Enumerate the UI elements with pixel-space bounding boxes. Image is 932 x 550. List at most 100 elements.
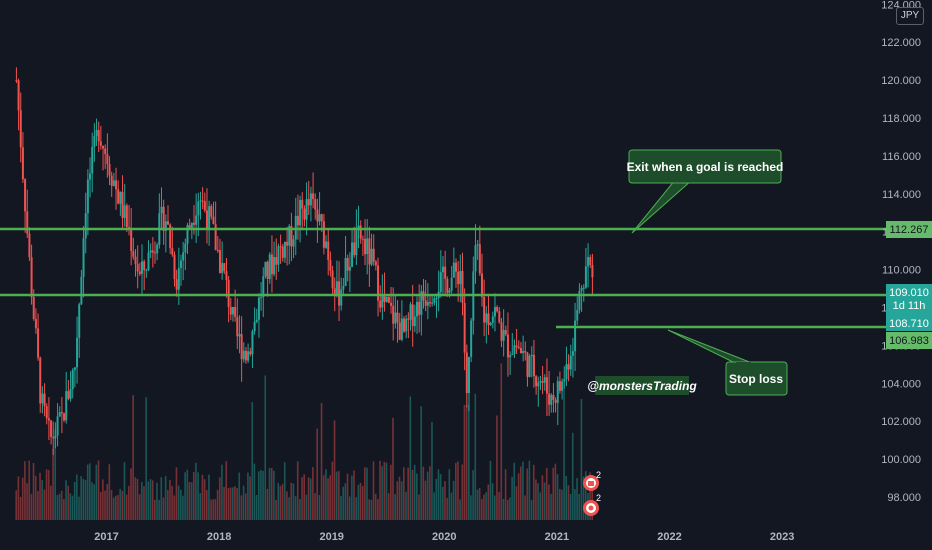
- candle-body: [550, 394, 553, 405]
- candle-body: [177, 268, 180, 290]
- candle-body: [47, 418, 50, 421]
- volume-bar: [569, 494, 572, 520]
- volume-bar: [128, 485, 130, 520]
- candle-body: [286, 241, 289, 246]
- candle-body: [166, 221, 169, 225]
- price-tick-label: 110.000: [882, 265, 921, 277]
- volume-bar: [104, 490, 106, 520]
- candle-body: [530, 354, 533, 357]
- candle-body: [115, 180, 118, 190]
- volume-bar: [539, 492, 542, 520]
- volume-bar: [392, 417, 394, 520]
- volume-bar: [188, 481, 191, 520]
- volume-bar: [584, 471, 587, 520]
- candle-body: [565, 364, 568, 380]
- volume-bar: [255, 495, 258, 520]
- currency-badge[interactable]: JPY: [896, 7, 924, 25]
- volume-bar: [214, 499, 217, 520]
- candle-body: [108, 164, 111, 176]
- candle-body: [266, 261, 269, 279]
- volume-bar: [41, 480, 44, 520]
- volume-bar: [296, 461, 299, 520]
- candle-body: [56, 416, 59, 436]
- candle-body: [279, 246, 282, 248]
- candle-body: [409, 304, 412, 320]
- volume-bar: [264, 375, 267, 520]
- volume-bar: [179, 489, 182, 520]
- volume-bar: [537, 483, 539, 520]
- candle-body: [136, 264, 139, 272]
- candle-body: [561, 381, 564, 391]
- volume-bar: [439, 474, 442, 520]
- price-axis[interactable]: [886, 0, 932, 550]
- volume-bar: [201, 474, 204, 520]
- exit-callout[interactable]: Exit when a goal is reached: [627, 149, 784, 234]
- volume-bar: [411, 469, 414, 520]
- candle-body: [567, 364, 570, 370]
- candle-body: [73, 367, 76, 371]
- volume-bar: [52, 448, 54, 520]
- volume-bar: [446, 497, 448, 520]
- volume-bar: [260, 469, 262, 520]
- svg-text:106.983: 106.983: [889, 335, 929, 347]
- candle-body: [214, 224, 217, 250]
- earnings-badge[interactable]: 2: [583, 470, 601, 491]
- volume-bar: [472, 470, 474, 520]
- volume-bar: [424, 480, 427, 520]
- candle-body: [396, 312, 399, 323]
- candle-body: [154, 252, 157, 254]
- volume-bar: [418, 494, 420, 520]
- volume-bar: [502, 498, 505, 520]
- candle-body: [309, 193, 312, 206]
- candle-body: [379, 300, 382, 308]
- candle-body: [179, 260, 182, 269]
- volume-bar: [530, 499, 533, 520]
- candle-body: [255, 319, 258, 322]
- volume-bar: [192, 471, 195, 520]
- volume-bar: [394, 494, 396, 520]
- dividends-badge[interactable]: 2: [583, 493, 601, 516]
- volume-bar: [413, 464, 416, 520]
- candle-body: [366, 238, 369, 255]
- volume-bar: [43, 489, 46, 520]
- volume-bar: [160, 477, 163, 520]
- candle-body: [89, 173, 92, 180]
- stop-callout[interactable]: Stop loss: [667, 329, 788, 396]
- volume-bar: [203, 479, 206, 520]
- candle-body: [234, 306, 237, 317]
- volume-bar: [281, 484, 284, 520]
- candle-body: [41, 393, 44, 404]
- candle-body: [348, 266, 351, 271]
- candle-body: [506, 334, 509, 358]
- volume-bar: [50, 485, 52, 520]
- volume-bar: [236, 488, 238, 520]
- volume-bar: [28, 460, 31, 520]
- candle-body: [498, 311, 501, 323]
- volume-bar: [195, 462, 197, 520]
- candle-body: [318, 214, 321, 222]
- price-tick-label: 114.000: [882, 189, 921, 201]
- candle-body: [164, 221, 167, 231]
- volume-bar: [91, 482, 93, 520]
- volume-bar: [340, 495, 342, 520]
- volume-bar: [231, 487, 234, 520]
- candle-body: [584, 266, 587, 288]
- candle-body: [221, 263, 224, 273]
- volume-bar: [78, 496, 80, 520]
- candle-body: [465, 352, 468, 394]
- volume-bar: [396, 481, 399, 520]
- candle-body: [439, 272, 442, 292]
- time-axis[interactable]: [0, 520, 886, 550]
- volume-bar: [444, 481, 446, 520]
- candle-body: [151, 250, 154, 253]
- volume-bar: [288, 497, 290, 520]
- volume-bar: [80, 475, 82, 520]
- candle-body: [587, 257, 590, 267]
- volume-bar: [429, 466, 431, 520]
- volume-bar: [73, 481, 76, 520]
- volume-bar: [463, 405, 466, 520]
- candle-body: [171, 248, 174, 255]
- volume-bar: [290, 482, 293, 520]
- candle-body: [387, 297, 390, 303]
